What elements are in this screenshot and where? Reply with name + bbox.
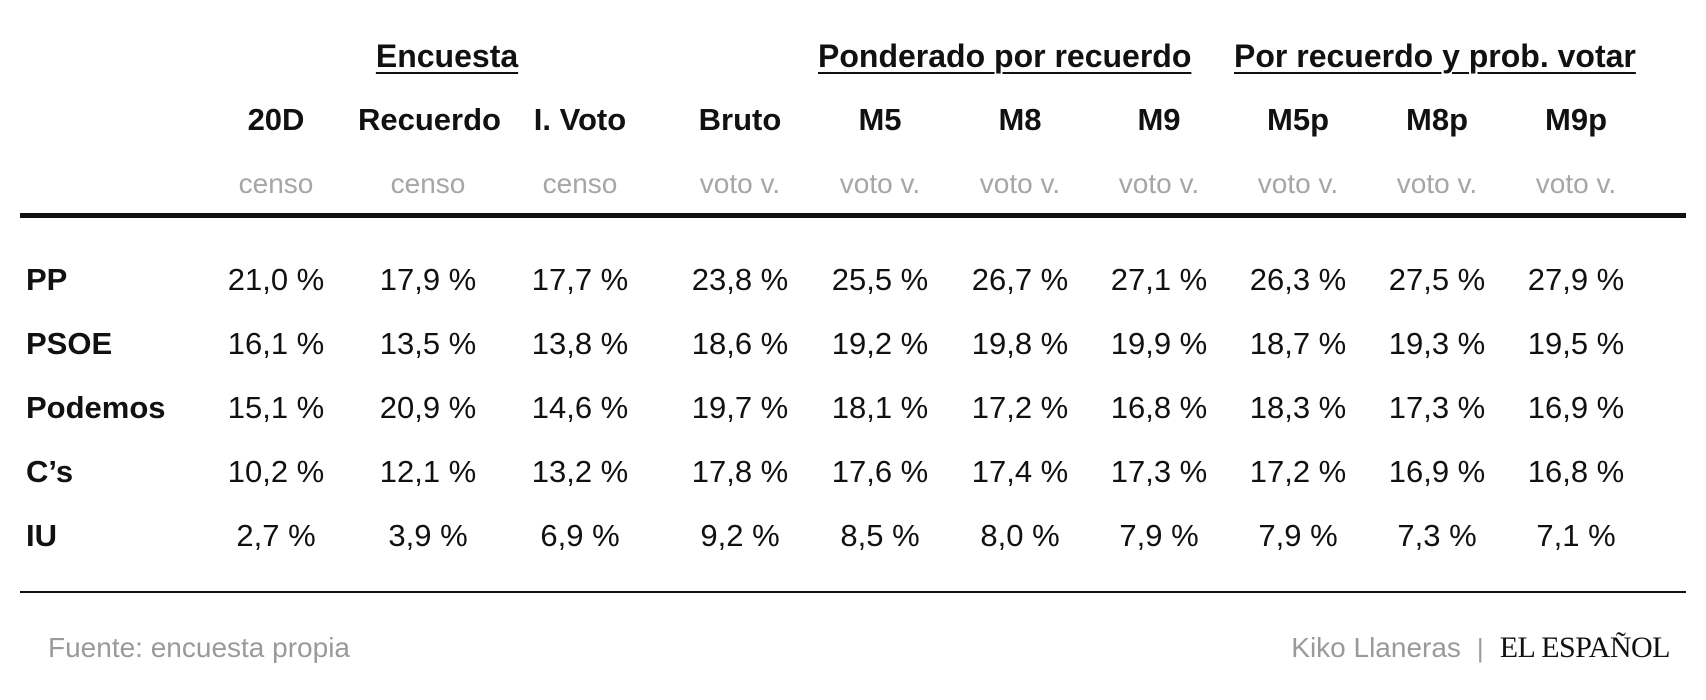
party-label: C’s <box>26 454 74 489</box>
table-row-cs: C’s 10,2 % 12,1 % 13,2 % 17,8 % 17,6 % 1… <box>0 454 1706 504</box>
table-cell: 13,5 % <box>379 326 477 361</box>
group-header-encuesta: Encuesta <box>375 38 519 74</box>
table-cell: 17,9 % <box>379 262 477 297</box>
table-cell: 7,3 % <box>1397 518 1477 553</box>
table-cell: 18,6 % <box>691 326 789 361</box>
col-header-m9: M9 <box>1137 102 1181 137</box>
table-cell: 17,8 % <box>691 454 789 489</box>
col-header-20d: 20D <box>247 102 305 137</box>
table-cell: 10,2 % <box>227 454 325 489</box>
table-cell: 16,8 % <box>1110 390 1208 425</box>
source-note: Fuente: encuesta propia <box>48 632 350 663</box>
table-cell: 16,9 % <box>1388 454 1486 489</box>
el-espanol-logo: EL ESPAÑOL <box>1499 631 1671 664</box>
table-cell: 27,5 % <box>1388 262 1486 297</box>
table-cell: 6,9 % <box>540 518 620 553</box>
credits-separator: | <box>1476 632 1484 663</box>
col-header-ivoto: I. Voto <box>533 102 627 137</box>
table-cell: 26,7 % <box>971 262 1069 297</box>
party-label: PP <box>26 262 68 297</box>
table-cell: 19,7 % <box>691 390 789 425</box>
col-header-m8: M8 <box>998 102 1042 137</box>
table-cell: 26,3 % <box>1249 262 1347 297</box>
col-subheader: voto v. <box>979 168 1061 199</box>
table-cell: 7,9 % <box>1119 518 1199 553</box>
table-cell: 23,8 % <box>691 262 789 297</box>
table-cell: 9,2 % <box>700 518 780 553</box>
header-divider <box>20 213 1686 218</box>
col-header-bruto: Bruto <box>698 102 782 137</box>
table-cell: 13,8 % <box>531 326 629 361</box>
col-subheader: censo <box>390 168 466 199</box>
table-cell: 17,7 % <box>531 262 629 297</box>
table-cell: 19,5 % <box>1527 326 1625 361</box>
col-header-m5p: M5p <box>1267 102 1329 137</box>
table-cell: 15,1 % <box>227 390 325 425</box>
table-cell: 27,9 % <box>1527 262 1625 297</box>
party-label: PSOE <box>26 326 113 361</box>
table-cell: 17,2 % <box>1249 454 1347 489</box>
table-row-iu: IU 2,7 % 3,9 % 6,9 % 9,2 % 8,5 % 8,0 % 7… <box>0 518 1706 568</box>
table-cell: 20,9 % <box>379 390 477 425</box>
table-cell: 17,4 % <box>971 454 1069 489</box>
table-cell: 16,8 % <box>1527 454 1625 489</box>
table-cell: 16,9 % <box>1527 390 1625 425</box>
credits: Kiko Llaneras | EL ESPAÑOL <box>1291 628 1670 668</box>
table-cell: 18,7 % <box>1249 326 1347 361</box>
table-cell: 16,1 % <box>227 326 325 361</box>
col-subheader: voto v. <box>1118 168 1200 199</box>
table-cell: 19,2 % <box>831 326 929 361</box>
group-header-prob-votar: Por recuerdo y prob. votar <box>1234 38 1636 74</box>
col-subheader: censo <box>238 168 314 199</box>
col-subheader: voto v. <box>839 168 921 199</box>
table-cell: 19,3 % <box>1388 326 1486 361</box>
col-header-m9p: M9p <box>1545 102 1607 137</box>
table-cell: 19,8 % <box>971 326 1069 361</box>
table-cell: 18,1 % <box>831 390 929 425</box>
table-cell: 17,2 % <box>971 390 1069 425</box>
table-cell: 8,5 % <box>840 518 920 553</box>
table-cell: 7,1 % <box>1536 518 1616 553</box>
table-cell: 21,0 % <box>227 262 325 297</box>
table-cell: 12,1 % <box>379 454 477 489</box>
table-cell: 8,0 % <box>980 518 1060 553</box>
table-row-pp: PP 21,0 % 17,9 % 17,7 % 23,8 % 25,5 % 26… <box>0 262 1706 312</box>
table-cell: 17,3 % <box>1388 390 1486 425</box>
table-row-psoe: PSOE 16,1 % 13,5 % 13,8 % 18,6 % 19,2 % … <box>0 326 1706 376</box>
col-subheader: voto v. <box>1535 168 1617 199</box>
table-cell: 27,1 % <box>1110 262 1208 297</box>
col-subheader: voto v. <box>699 168 781 199</box>
group-header-ponderado: Ponderado por recuerdo <box>818 38 1192 74</box>
col-subheader: voto v. <box>1257 168 1339 199</box>
table-cell: 2,7 % <box>236 518 316 553</box>
table-cell: 17,6 % <box>831 454 929 489</box>
col-subheader: voto v. <box>1396 168 1478 199</box>
party-label: Podemos <box>26 390 166 425</box>
col-header-recuerdo: Recuerdo <box>358 102 501 137</box>
table-cell: 3,9 % <box>388 518 468 553</box>
col-header-m8p: M8p <box>1406 102 1468 137</box>
party-label: IU <box>26 518 57 553</box>
table-cell: 13,2 % <box>531 454 629 489</box>
table-cell: 14,6 % <box>531 390 629 425</box>
table-cell: 25,5 % <box>831 262 929 297</box>
table-row-podemos: Podemos 15,1 % 20,9 % 14,6 % 19,7 % 18,1… <box>0 390 1706 440</box>
footer-divider <box>20 591 1686 593</box>
table-cell: 17,3 % <box>1110 454 1208 489</box>
table-cell: 7,9 % <box>1258 518 1338 553</box>
col-header-m5: M5 <box>858 102 902 137</box>
table-cell: 18,3 % <box>1249 390 1347 425</box>
table-cell: 19,9 % <box>1110 326 1208 361</box>
author-name: Kiko Llaneras <box>1291 632 1461 663</box>
col-subheader: censo <box>542 168 618 199</box>
